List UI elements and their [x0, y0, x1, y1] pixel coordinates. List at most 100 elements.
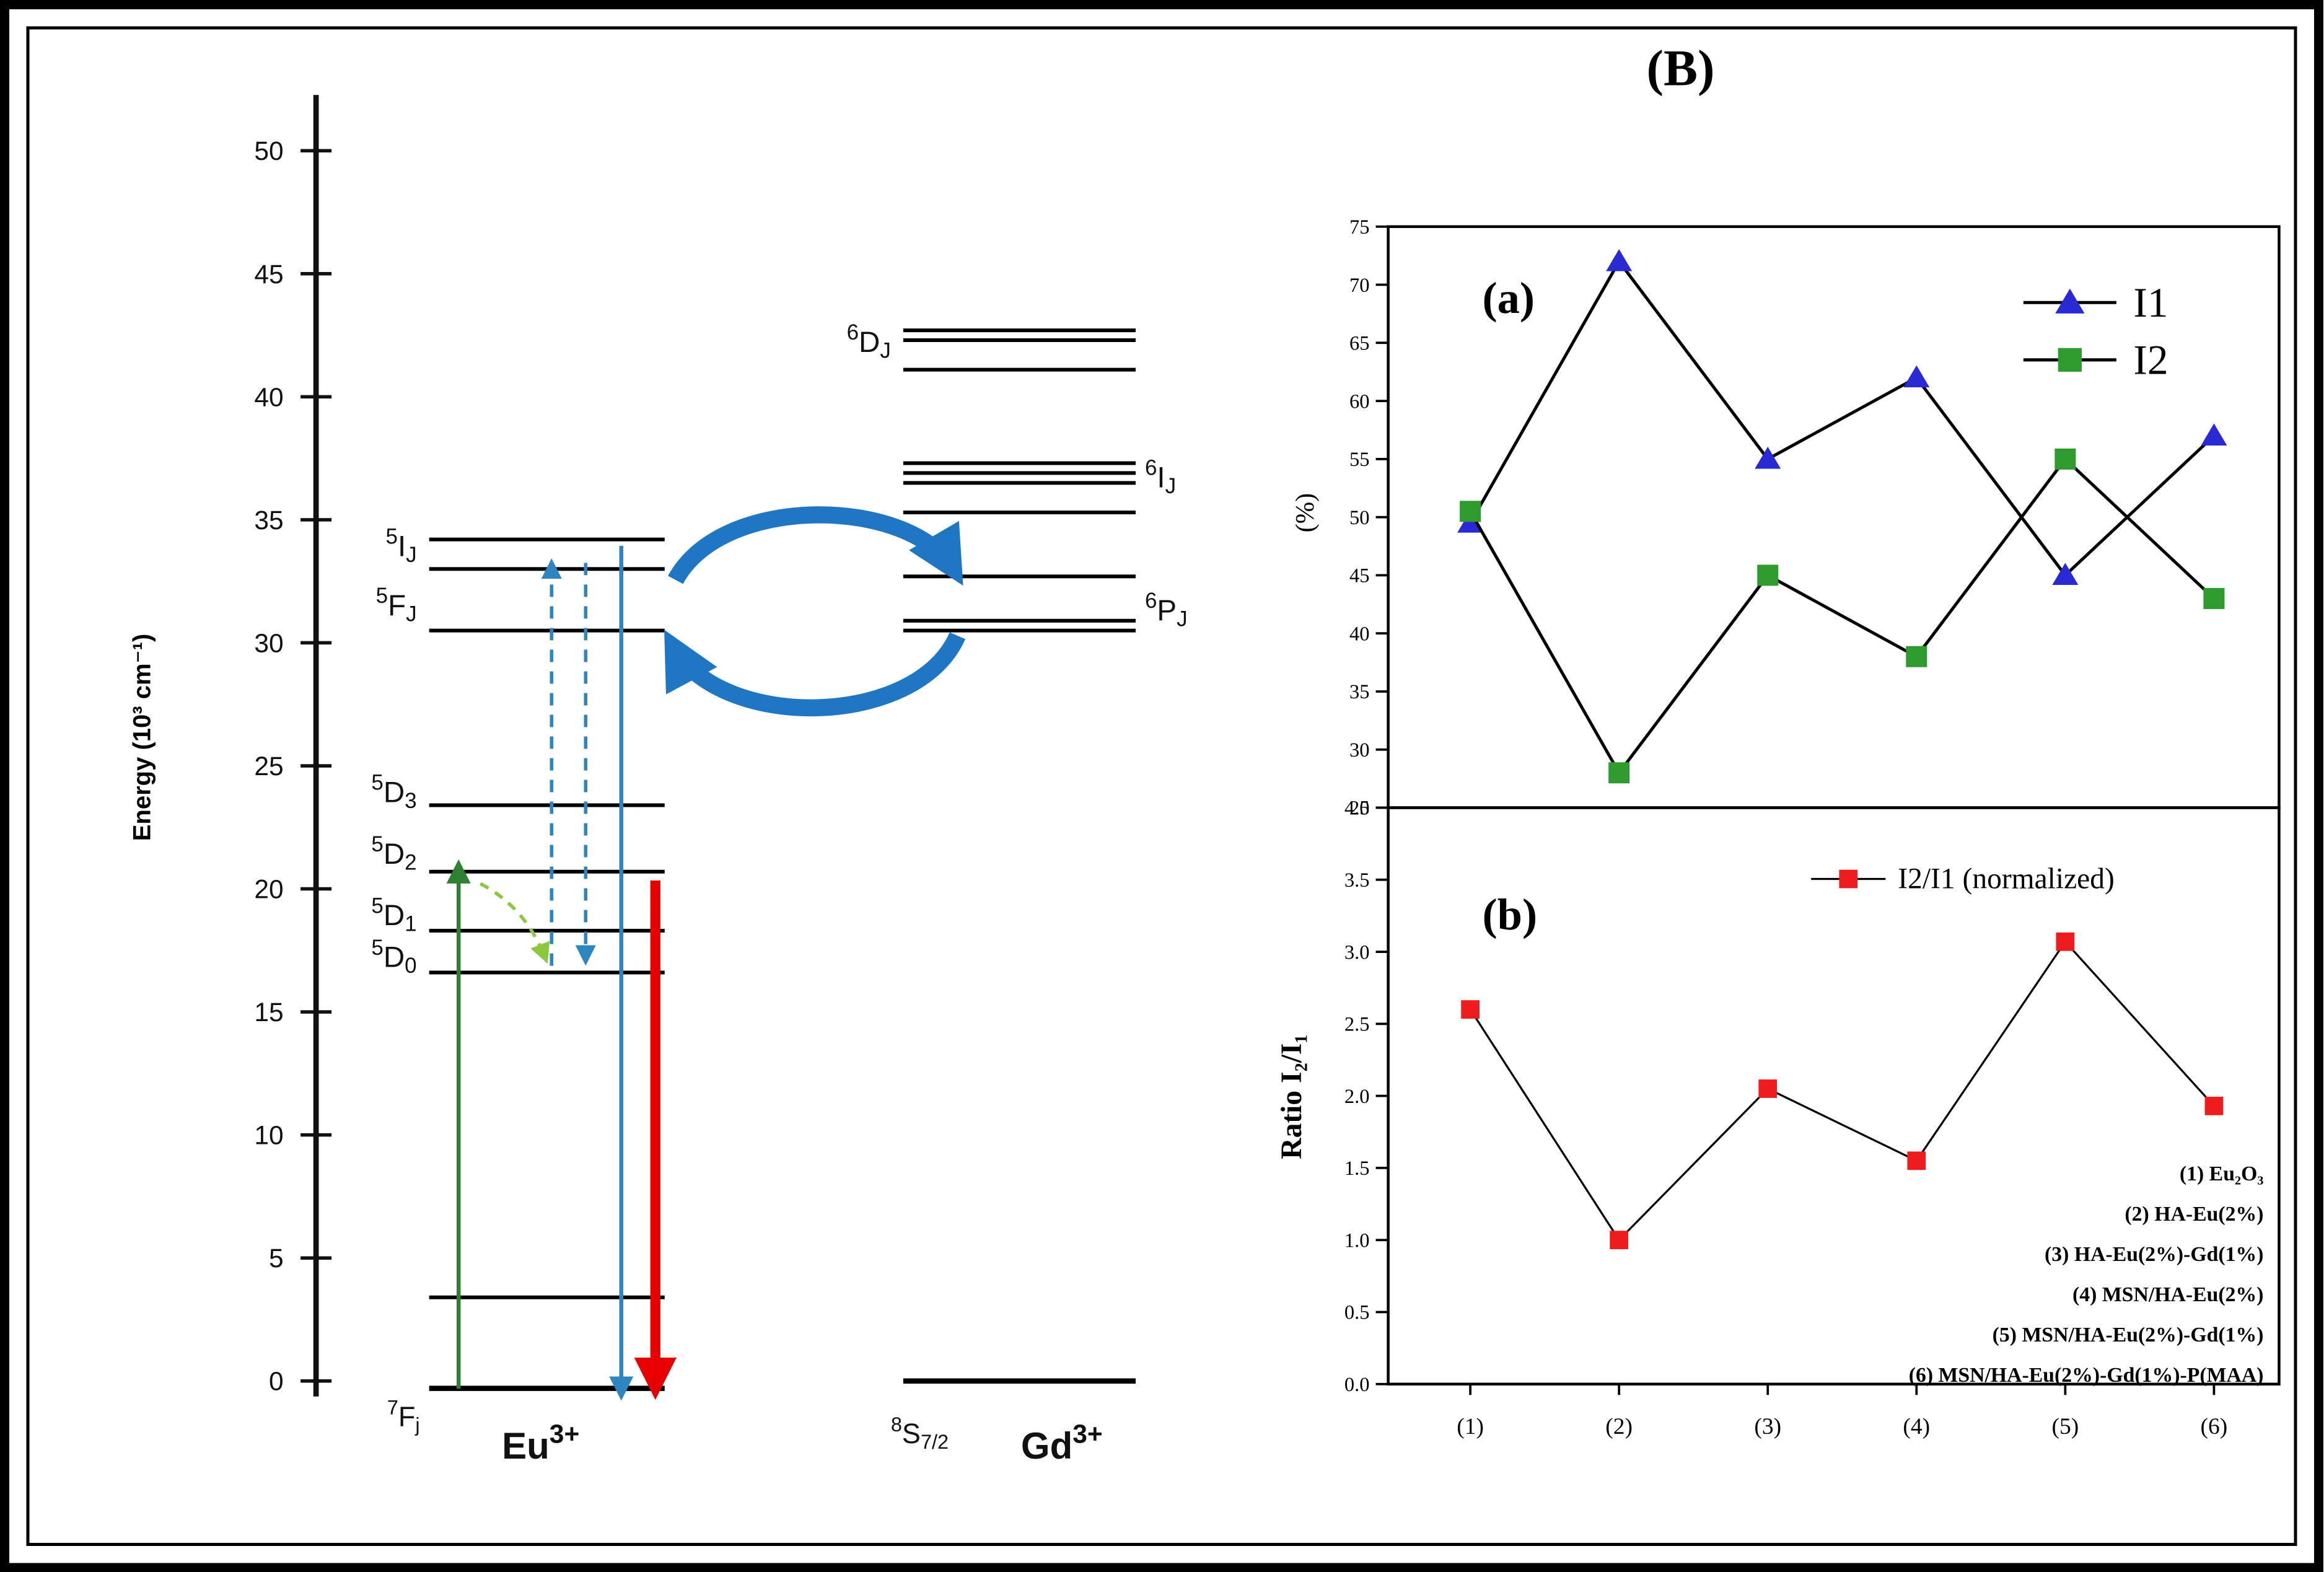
gd-ion: 6DJ 6IJ 6PJ Gd3+ 8S7/2 — [847, 320, 1188, 1467]
energy-axis-tick-label: 10 — [254, 1122, 283, 1151]
y-tick-label: 1.5 — [1344, 1157, 1370, 1180]
data-point-I1 — [2052, 563, 2079, 586]
data-point-I2/I1 (normalized) — [1610, 1231, 1629, 1250]
eu-level-label: 5D2 — [371, 832, 416, 874]
y-tick-label: 2.5 — [1344, 1014, 1370, 1036]
y-tick-label: 3.5 — [1344, 869, 1370, 892]
energy-axis-tick-label: 0 — [269, 1368, 284, 1397]
gd-ion-label: Gd3+ — [1021, 1420, 1103, 1467]
gd-eu-exchange-arrow-bottom — [664, 630, 966, 716]
panel-b-label: (b) — [1482, 890, 1538, 941]
panel-b-title: (B) — [1646, 42, 1715, 98]
y-tick-label: 3.0 — [1344, 941, 1370, 964]
legend-marker-I2 — [2058, 348, 2082, 372]
energy-axis-label: Energy (10³ cm⁻¹) — [130, 633, 157, 841]
legend-marker — [1839, 869, 1858, 889]
chart-a: 25 30 35 40 45 50 55 60 65 70 75 — [1349, 216, 2281, 820]
energy-axis-tick-label: 50 — [254, 137, 283, 166]
figure-graphics: 504540353025201510505IJ5FJ5D35D25D15D0Eu… — [254, 95, 2281, 1467]
data-point-I2/I1 (normalized) — [1758, 1079, 1778, 1098]
data-point-I1 — [1903, 365, 1930, 388]
eu-level-label: 5D1 — [371, 894, 416, 936]
y-tick-label: 55 — [1349, 449, 1370, 471]
y-tick-label: 0.5 — [1344, 1302, 1370, 1324]
sample-item-5: (5) MSN/HA-Eu(2%)-Gd(1%) — [1992, 1323, 2264, 1346]
gd-level-label: 6PJ — [1145, 589, 1188, 631]
y-tick-label: 25 — [1349, 797, 1370, 820]
y-tick-label: 70 — [1349, 274, 1370, 297]
y-tick-label: 35 — [1349, 681, 1370, 703]
energy-axis-tick-label: 30 — [254, 629, 283, 658]
legend-label: I1 — [2133, 279, 2168, 326]
legend-label: I2 — [2133, 336, 2168, 383]
sample-legend: (1) Eu₂O₃ (2) HA-Eu(2%) (3) HA-Eu(2%)-Gd… — [1909, 1154, 2264, 1396]
data-point-I2 — [2054, 448, 2076, 470]
series-line-I2/I1 (normalized) — [1469, 940, 2215, 1242]
energy-axis-tick-label: 5 — [269, 1244, 284, 1273]
energy-axis-tick-label: 20 — [254, 876, 283, 905]
panel-a-label: (a) — [1482, 274, 1535, 324]
data-point-I2/I1 (normalized) — [2056, 932, 2075, 951]
eu-ground-state-label: 7Fj — [387, 1396, 420, 1436]
data-point-I2/I1 (normalized) — [2204, 1097, 2224, 1115]
y-tick-label: 0.0 — [1344, 1374, 1370, 1396]
nonradiative-relaxation-arrow — [479, 882, 550, 964]
legend-label: I2/I1 (normalized) — [1898, 863, 2115, 895]
data-point-I1 — [1606, 249, 1633, 271]
sample-item-1: (1) Eu₂O₃ — [2179, 1162, 2264, 1185]
y-tick-label: 1.0 — [1344, 1229, 1370, 1252]
sample-item-6: (6) MSN/HA-Eu(2%)-Gd(1%)-P(MAA) — [1908, 1363, 2264, 1387]
y-tick-label: 50 — [1349, 507, 1370, 529]
y-tick-label: 40 — [1349, 623, 1370, 645]
chart-b-y-axis-label: Ratio I₂/I₁ — [1276, 1034, 1309, 1159]
y-tick-label: 75 — [1349, 216, 1370, 239]
series-line-I1 — [1468, 258, 2216, 578]
energy-axis-tick-label: 25 — [254, 752, 283, 781]
energy-level-diagram: 504540353025201510505IJ5FJ5D35D25D15D0Eu… — [254, 95, 1188, 1467]
series-line-I2 — [1468, 457, 2216, 776]
y-tick-label: 2.0 — [1344, 1086, 1370, 1108]
eu-level-label: 5D0 — [371, 936, 416, 978]
data-point-I2 — [1757, 564, 1779, 586]
energy-axis-tick-label: 40 — [254, 383, 283, 412]
sample-item-3: (3) HA-Eu(2%)-Gd(1%) — [2045, 1242, 2264, 1266]
sample-item-4: (4) MSN/HA-Eu(2%) — [2072, 1283, 2264, 1306]
chart-b: 0.0 0.5 1.0 1.5 2.0 2.5 3.0 3.5 4.0 (1) (2) (3) (4) (… — [1344, 797, 2281, 1439]
eu-level-label: 5IJ — [385, 525, 416, 567]
energy-axis-tick-label: 15 — [254, 998, 283, 1027]
gd-ground-state-label: 8S7/2 — [891, 1413, 949, 1453]
y-tick-label: 45 — [1349, 565, 1370, 587]
eu-level-label: 5D3 — [371, 771, 416, 813]
eu-gd-exchange-arrow-top — [668, 506, 963, 586]
x-tick-label: (4) — [1903, 1414, 1930, 1439]
x-tick-label: (2) — [1605, 1414, 1633, 1439]
x-tick-label: (1) — [1457, 1414, 1484, 1439]
gd-level-label: 6DJ — [847, 320, 891, 362]
x-tick-label: (3) — [1754, 1414, 1781, 1439]
legend-marker-I1 — [2055, 288, 2085, 314]
y-tick-label: 65 — [1349, 333, 1370, 355]
chart-a-y-axis-label: (%) — [1290, 493, 1320, 533]
data-point-I2 — [1906, 646, 1927, 667]
y-tick-label: 30 — [1349, 739, 1370, 762]
eu-ion-label: Eu3+ — [502, 1420, 579, 1467]
gd-level-label: 6IJ — [1145, 455, 1176, 498]
x-tick-label: (6) — [2201, 1414, 2228, 1439]
energy-axis-tick-label: 45 — [254, 260, 283, 289]
y-tick-label: 60 — [1349, 390, 1370, 413]
data-point-I2/I1 (normalized) — [1461, 1000, 1480, 1019]
data-point-I2 — [1608, 762, 1630, 784]
y-tick-label: 4.0 — [1344, 797, 1370, 820]
data-point-I2 — [2203, 587, 2225, 609]
data-point-I1 — [1755, 446, 1781, 469]
transition-arrows — [446, 506, 966, 1401]
energy-axis-tick-label: 35 — [254, 506, 283, 535]
data-point-I2/I1 (normalized) — [1907, 1151, 1926, 1170]
sample-item-2: (2) HA-Eu(2%) — [2124, 1202, 2264, 1226]
eu-level-label: 5FJ — [376, 584, 417, 626]
figure-frame: 50 45 40 35 30 25 20 15 10 5 0 5IJ 5FJ 5D3 5D2 5D1 5D0 Eu… — [26, 26, 2298, 1546]
data-point-I2 — [1460, 501, 1481, 522]
data-point-I1 — [2201, 423, 2227, 446]
